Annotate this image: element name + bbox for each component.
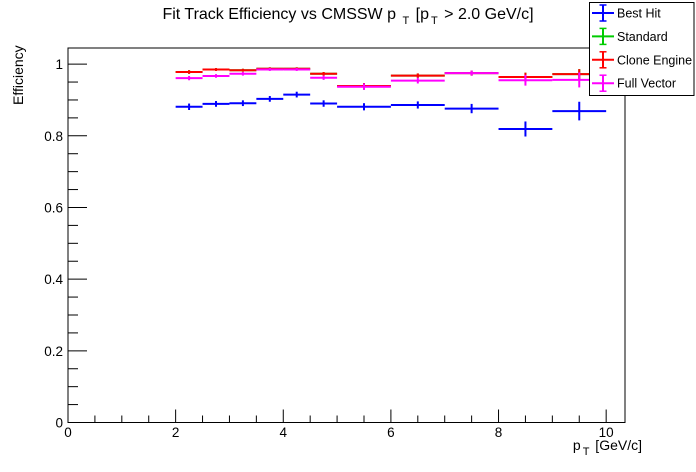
subscript: T (402, 15, 410, 27)
x-tick-label: 8 (495, 425, 503, 440)
plot-frame (67, 47, 626, 423)
subscript: T (582, 446, 590, 458)
legend-entry: Clone Engine (592, 51, 692, 69)
legend-entry: Full Vector (592, 74, 676, 92)
legend-entry: Best Hit (592, 4, 661, 22)
series-best-hit (175, 91, 607, 137)
legend-label: Standard (617, 30, 668, 44)
legend-box (589, 2, 695, 96)
legend-label: Full Vector (617, 77, 676, 91)
x-tick-label: 0 (64, 425, 72, 440)
y-tick-label: 0.6 (44, 200, 63, 215)
y-tick-label: 1 (55, 57, 63, 72)
subscript: T (430, 15, 438, 27)
series-full-vector (175, 68, 607, 90)
y-tick-label: 0.2 (44, 344, 63, 359)
legend-label: Best Hit (617, 7, 661, 21)
y-tick-label: 0.8 (44, 129, 63, 144)
y-tick-label: 0 (55, 416, 63, 431)
legend-label: Clone Engine (617, 53, 692, 67)
series-clone-engine (175, 67, 607, 89)
x-tick-label: 10 (599, 425, 614, 440)
y-axis-title: Efficiency (10, 45, 26, 105)
x-tick-label: 6 (387, 425, 395, 440)
legend-entry: Standard (592, 27, 668, 46)
x-tick-label: 2 (172, 425, 180, 440)
y-tick-label: 0.4 (44, 272, 63, 287)
legend: Best Hit Standard Clone Engine Full Vector (589, 2, 695, 96)
chart-title: Fit Track Efficiency vs CMSSW p T [p T > … (162, 6, 534, 27)
x-tick-label: 4 (280, 425, 288, 440)
